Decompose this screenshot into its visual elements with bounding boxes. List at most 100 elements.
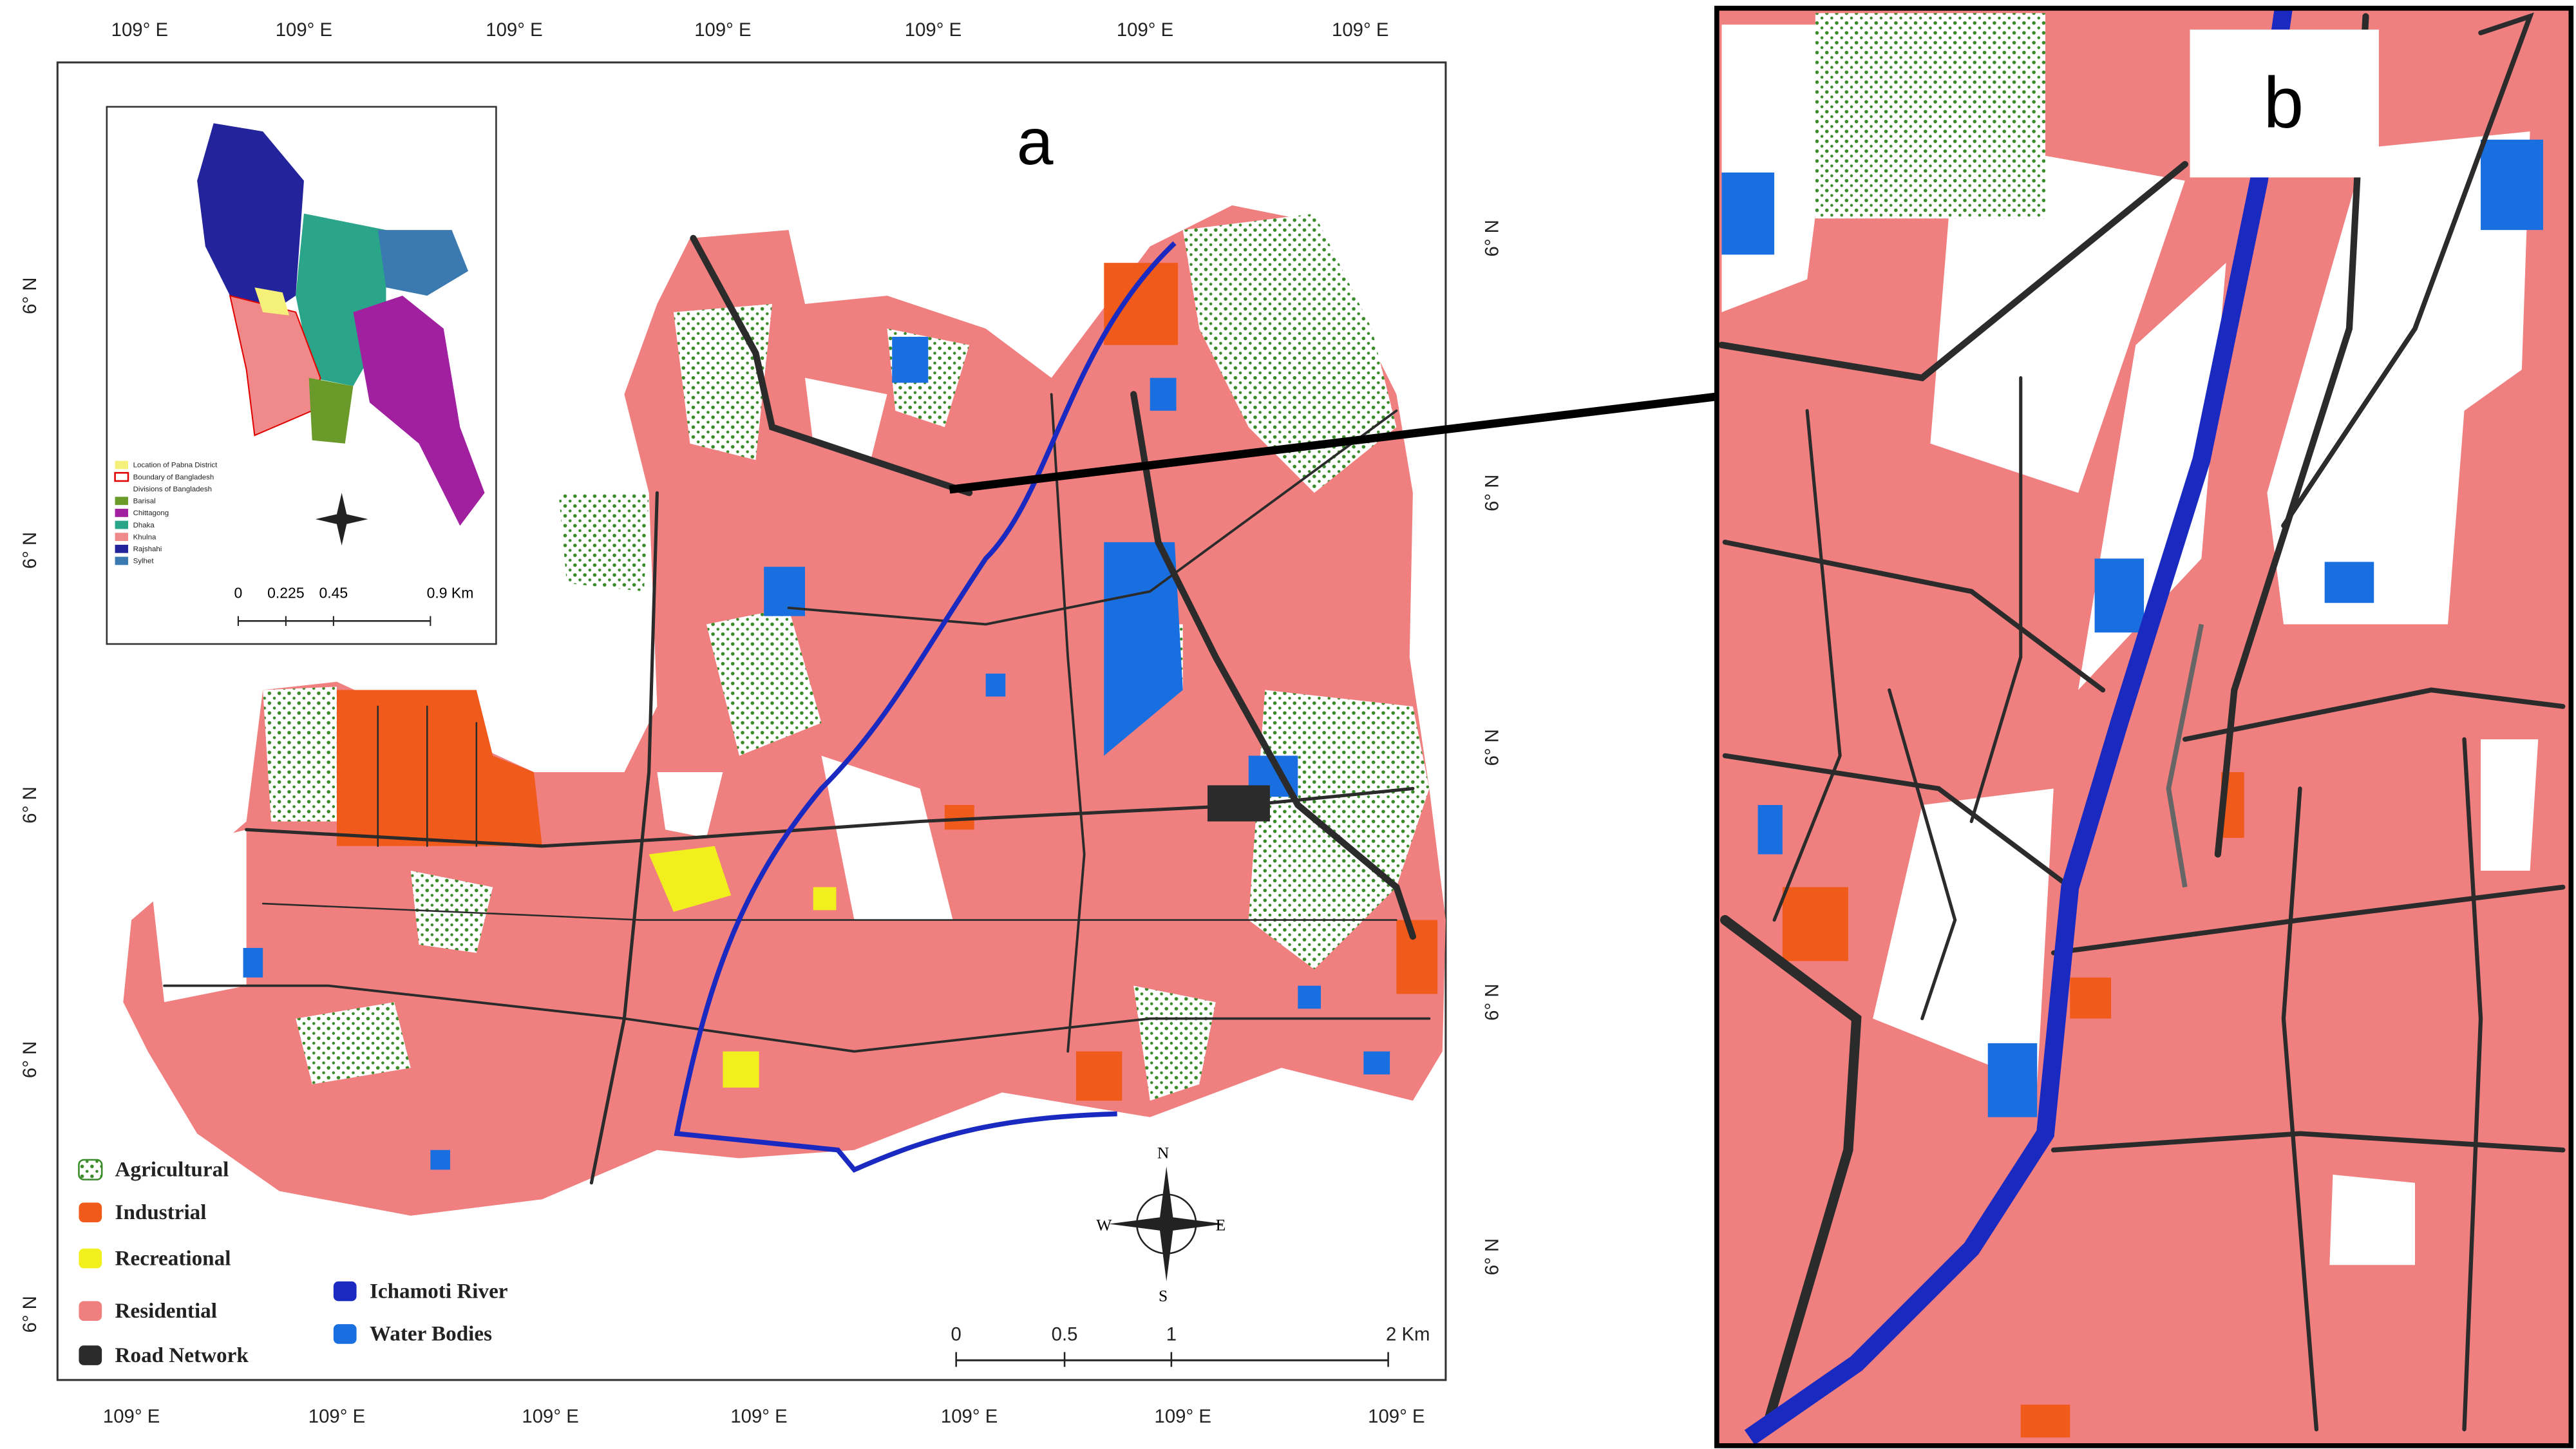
inset-scale-label: 0 xyxy=(234,585,243,601)
left-coord-label: 6° N xyxy=(19,1041,41,1078)
legend: Agricultural Industrial Recreational Reside… xyxy=(78,1158,508,1367)
inset-legend-label: Dhaka xyxy=(133,522,155,529)
river-channel xyxy=(2166,623,2204,888)
compass-letter: N xyxy=(1157,1143,1169,1162)
agri-patch xyxy=(296,1002,411,1084)
road xyxy=(2183,687,2566,742)
division-rajshahi xyxy=(197,123,304,312)
legend-label: Road Network xyxy=(115,1343,249,1367)
map-b-water xyxy=(1721,139,2543,1117)
inset-legend-swatch xyxy=(115,509,128,517)
top-coord-label: 109° E xyxy=(694,19,751,41)
inset-legend-swatch xyxy=(115,460,128,469)
bottom-coord-label: 109° E xyxy=(522,1406,578,1427)
inset-legend-swatch xyxy=(115,497,128,506)
water-patch xyxy=(2324,562,2374,603)
industrial-patch xyxy=(1396,920,1438,994)
open-area xyxy=(657,772,723,838)
scale-label: 0.5 xyxy=(1052,1324,1078,1345)
inset-legend-swatch xyxy=(115,533,128,542)
inset-legend-label: Sylhet xyxy=(133,558,155,565)
compass-letter: S xyxy=(1159,1286,1168,1305)
legend-label: Industrial xyxy=(115,1200,207,1224)
road xyxy=(1772,409,1842,922)
inset-legend-label: Location of Pabna District xyxy=(133,462,218,469)
inset-scale-label: 0.9 Km xyxy=(427,585,474,601)
inset-scale-label: 0.45 xyxy=(319,585,348,601)
top-coord-label: 109° E xyxy=(1117,19,1173,41)
legend-label: Water Bodies xyxy=(370,1322,492,1346)
inset-compass xyxy=(315,493,368,545)
bottom-coord-label: 109° E xyxy=(1368,1406,1425,1427)
road-network xyxy=(163,234,1431,1185)
water-patch xyxy=(1721,172,1775,255)
white-areas xyxy=(147,377,953,1003)
road xyxy=(2281,12,2534,529)
map-b-white-areas xyxy=(1721,24,2539,1265)
division-sylhet xyxy=(377,230,469,296)
compass-letter: E xyxy=(1216,1216,1226,1235)
division-chittagong xyxy=(353,296,485,526)
map-b-agri xyxy=(1815,13,2046,219)
inset-scale-label: 0.225 xyxy=(267,585,304,601)
industrial-areas xyxy=(336,263,1438,1101)
water-patch xyxy=(430,1150,450,1170)
bottom-coord-label: 109° E xyxy=(103,1406,160,1427)
industrial-patch xyxy=(336,690,542,846)
compass xyxy=(1108,1166,1224,1282)
map-b-label: b xyxy=(2264,62,2304,143)
legend-swatch xyxy=(79,1345,102,1365)
industrial-patch xyxy=(1782,887,1848,961)
legend-swatch xyxy=(333,1281,357,1302)
right-coord-label: 6° N xyxy=(1482,983,1503,1020)
legend-swatch xyxy=(79,1248,102,1269)
road xyxy=(690,234,973,497)
legend-label: Ichamoti River xyxy=(370,1279,508,1303)
right-coord-label: 6° N xyxy=(1482,220,1503,256)
inset-legend-label: Chittagong xyxy=(133,509,169,517)
inset-scale: 0 0.225 0.45 0.9 Km xyxy=(234,585,474,626)
recreational-patch xyxy=(649,846,732,912)
inset-legend-label: Khulna xyxy=(133,533,156,541)
road xyxy=(589,491,659,1185)
open-area xyxy=(805,377,887,460)
road xyxy=(1050,393,1086,1053)
industrial-patch xyxy=(1104,263,1179,345)
inset-legend-swatch xyxy=(114,471,129,482)
open-area xyxy=(2329,1174,2415,1265)
inset-map xyxy=(197,123,485,526)
open-area xyxy=(2267,131,2530,625)
legend-label: Recreational xyxy=(115,1246,231,1270)
scale-label: 2 Km xyxy=(1386,1324,1430,1345)
legend-label: Agricultural xyxy=(115,1158,229,1182)
bottom-coord-label: 109° E xyxy=(730,1406,787,1427)
road xyxy=(787,409,1398,626)
inset-legend-label: Barisal xyxy=(133,498,156,506)
road xyxy=(2281,786,2319,1432)
map-b-frame xyxy=(1714,5,2574,1448)
top-coord-label: 109° E xyxy=(905,19,961,41)
top-coord-label: 109° E xyxy=(486,19,542,41)
ichamoti-river-detail xyxy=(1744,6,2293,1445)
left-coord-label: 6° N xyxy=(19,277,41,314)
legend-swatch xyxy=(79,1202,102,1222)
compass-labels: N E S W xyxy=(1096,1143,1226,1305)
water-patch xyxy=(985,673,1006,697)
open-area xyxy=(1930,139,2185,493)
right-coord-label: 6° N xyxy=(1482,475,1503,511)
map-b-label-box xyxy=(2190,29,2379,178)
scale-label: 0 xyxy=(951,1324,961,1345)
road xyxy=(1130,391,1416,940)
inset-legend: Location of Pabna District Boundary of Ba… xyxy=(114,460,218,565)
right-coord-label: 6° N xyxy=(1482,1238,1503,1275)
water-patch xyxy=(2481,139,2543,231)
legend-label: Residential xyxy=(115,1299,217,1323)
scale-label: 1 xyxy=(1166,1324,1177,1345)
road xyxy=(1722,540,2106,693)
bottom-coord-label: 109° E xyxy=(308,1406,365,1427)
bottom-coord-label: 109° E xyxy=(941,1406,998,1427)
legend-swatch xyxy=(333,1324,357,1344)
road xyxy=(1719,914,1862,1435)
agri-patch xyxy=(558,493,649,592)
legend-swatch xyxy=(79,1301,102,1321)
